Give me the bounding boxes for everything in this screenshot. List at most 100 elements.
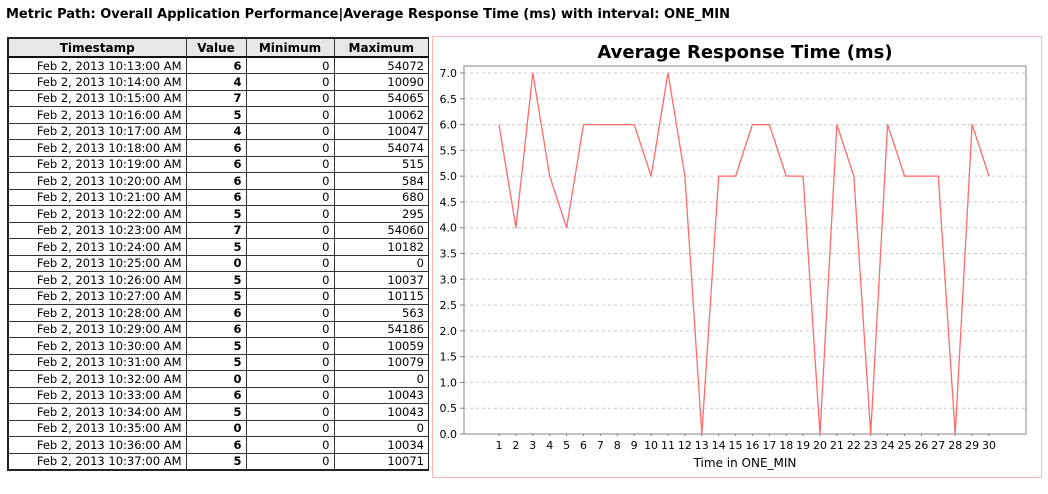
cell-timestamp: Feb 2, 2013 10:26:00 AM — [7, 271, 187, 289]
cell-minimum: 0 — [245, 254, 335, 272]
cell-maximum: 584 — [333, 172, 429, 190]
x-tick-label: 15 — [729, 439, 743, 452]
cell-minimum: 0 — [245, 403, 335, 421]
y-tick-label: 4.5 — [440, 196, 458, 209]
cell-minimum: 0 — [245, 89, 335, 107]
cell-minimum: 0 — [245, 155, 335, 173]
cell-maximum: 10115 — [333, 287, 429, 305]
cell-timestamp: Feb 2, 2013 10:24:00 AM — [7, 238, 187, 256]
y-tick-label: 0.0 — [440, 428, 458, 441]
cell-maximum: 54060 — [333, 221, 429, 239]
chart-title: Average Response Time (ms) — [597, 42, 893, 63]
cell-value: 5 — [185, 238, 247, 256]
table-row: Feb 2, 2013 10:36:00 AM 6 0 10034 — [7, 436, 429, 454]
table-row: Feb 2, 2013 10:33:00 AM 6 0 10043 — [7, 386, 429, 404]
cell-maximum: 10059 — [333, 337, 429, 355]
cell-value: 6 — [185, 320, 247, 338]
y-tick-label: 1.0 — [440, 376, 458, 389]
table-row: Feb 2, 2013 10:16:00 AM 5 0 10062 — [7, 106, 429, 124]
cell-value: 5 — [185, 205, 247, 223]
cell-maximum: 0 — [333, 370, 429, 388]
cell-value: 0 — [185, 254, 247, 272]
cell-maximum: 10043 — [333, 386, 429, 404]
cell-minimum: 0 — [245, 106, 335, 124]
cell-minimum: 0 — [245, 172, 335, 190]
cell-maximum: 10034 — [333, 436, 429, 454]
cell-value: 6 — [185, 188, 247, 206]
cell-value: 4 — [185, 73, 247, 91]
cell-value: 0 — [185, 419, 247, 437]
table-header: Timestamp Value Minimum Maximum — [7, 37, 429, 58]
table-row: Feb 2, 2013 10:14:00 AM 4 0 10090 — [7, 73, 429, 91]
cell-minimum: 0 — [245, 304, 335, 322]
column-header-maximum: Maximum — [333, 37, 429, 58]
x-tick-label: 19 — [796, 439, 810, 452]
cell-timestamp: Feb 2, 2013 10:17:00 AM — [7, 122, 187, 140]
x-tick-label: 6 — [580, 439, 587, 452]
cell-value: 6 — [185, 386, 247, 404]
x-tick-label: 9 — [631, 439, 638, 452]
y-tick-label: 4.0 — [440, 222, 458, 235]
column-header-value: Value — [185, 37, 247, 58]
cell-timestamp: Feb 2, 2013 10:27:00 AM — [7, 287, 187, 305]
cell-minimum: 0 — [245, 205, 335, 223]
cell-timestamp: Feb 2, 2013 10:21:00 AM — [7, 188, 187, 206]
cell-value: 6 — [185, 139, 247, 157]
cell-maximum: 10182 — [333, 238, 429, 256]
cell-minimum: 0 — [245, 56, 335, 74]
table-row: Feb 2, 2013 10:27:00 AM 5 0 10115 — [7, 287, 429, 305]
table-row: Feb 2, 2013 10:30:00 AM 5 0 10059 — [7, 337, 429, 355]
y-tick-label: 1.5 — [440, 351, 458, 364]
x-tick-label: 22 — [847, 439, 861, 452]
cell-minimum: 0 — [245, 353, 335, 371]
cell-timestamp: Feb 2, 2013 10:29:00 AM — [7, 320, 187, 338]
metric-data-table-container: Timestamp Value Minimum Maximum Feb 2, 2… — [7, 37, 429, 494]
table-row: Feb 2, 2013 10:34:00 AM 5 0 10043 — [7, 403, 429, 421]
cell-timestamp: Feb 2, 2013 10:23:00 AM — [7, 221, 187, 239]
cell-value: 5 — [185, 271, 247, 289]
cell-maximum: 10037 — [333, 271, 429, 289]
y-tick-label: 3.5 — [440, 248, 458, 261]
cell-value: 7 — [185, 89, 247, 107]
cell-timestamp: Feb 2, 2013 10:13:00 AM — [7, 56, 187, 74]
cell-value: 5 — [185, 452, 247, 470]
x-tick-label: 1 — [496, 439, 503, 452]
cell-timestamp: Feb 2, 2013 10:36:00 AM — [7, 436, 187, 454]
cell-minimum: 0 — [245, 139, 335, 157]
series-line — [498, 72, 990, 435]
cell-timestamp: Feb 2, 2013 10:31:00 AM — [7, 353, 187, 371]
table-row: Feb 2, 2013 10:22:00 AM 5 0 295 — [7, 205, 429, 223]
table-row: Feb 2, 2013 10:13:00 AM 6 0 54072 — [7, 56, 429, 74]
table-row: Feb 2, 2013 10:29:00 AM 6 0 54186 — [7, 320, 429, 338]
cell-value: 6 — [185, 304, 247, 322]
cell-timestamp: Feb 2, 2013 10:15:00 AM — [7, 89, 187, 107]
x-tick-label: 2 — [512, 439, 519, 452]
x-tick-label: 28 — [948, 439, 962, 452]
cell-maximum: 10090 — [333, 73, 429, 91]
cell-timestamp: Feb 2, 2013 10:20:00 AM — [7, 172, 187, 190]
table-row: Feb 2, 2013 10:19:00 AM 6 0 515 — [7, 155, 429, 173]
cell-minimum: 0 — [245, 337, 335, 355]
table-row: Feb 2, 2013 10:37:00 AM 5 0 10071 — [7, 452, 429, 470]
chart-panel: Average Response Time (ms) 0.0 0.5 1.0 1.5 2… — [432, 36, 1042, 478]
plot-border — [463, 65, 1027, 435]
table-row: Feb 2, 2013 10:35:00 AM 0 0 0 — [7, 419, 429, 437]
cell-timestamp: Feb 2, 2013 10:32:00 AM — [7, 370, 187, 388]
table-row: Feb 2, 2013 10:32:00 AM 0 0 0 — [7, 370, 429, 388]
cell-timestamp: Feb 2, 2013 10:22:00 AM — [7, 205, 187, 223]
page-title: Metric Path: Overall Application Perform… — [6, 7, 730, 22]
cell-timestamp: Feb 2, 2013 10:35:00 AM — [7, 419, 187, 437]
cell-maximum: 10062 — [333, 106, 429, 124]
cell-timestamp: Feb 2, 2013 10:16:00 AM — [7, 106, 187, 124]
x-tick-label: 11 — [661, 439, 675, 452]
table-row: Feb 2, 2013 10:23:00 AM 7 0 54060 — [7, 221, 429, 239]
cell-minimum: 0 — [245, 419, 335, 437]
cell-timestamp: Feb 2, 2013 10:19:00 AM — [7, 155, 187, 173]
x-tick-label: 17 — [762, 439, 776, 452]
cell-value: 0 — [185, 370, 247, 388]
x-tick-label: 18 — [779, 439, 793, 452]
x-tick-label: 10 — [644, 439, 658, 452]
cell-maximum: 10047 — [333, 122, 429, 140]
x-tick-label: 24 — [881, 439, 895, 452]
cell-value: 6 — [185, 436, 247, 454]
